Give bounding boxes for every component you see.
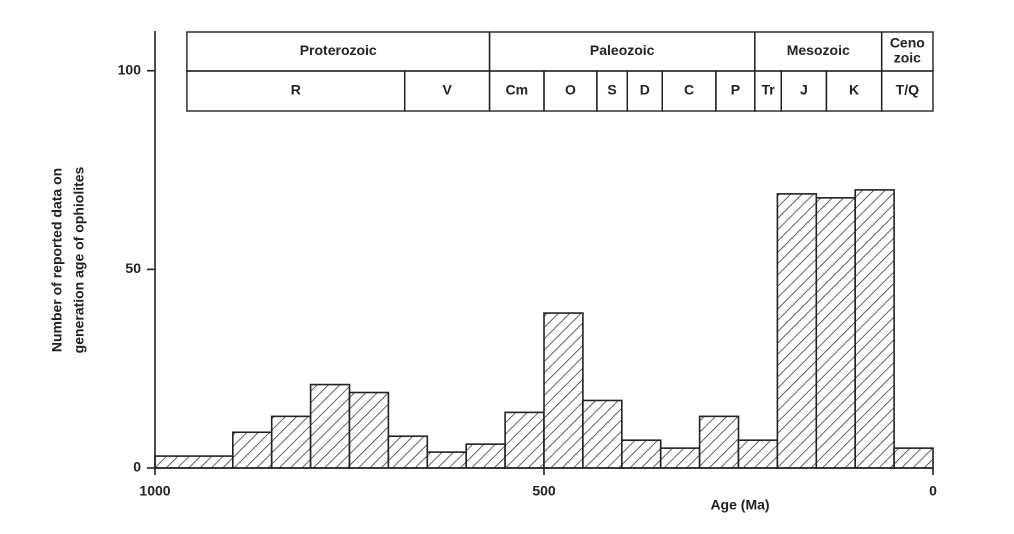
x-tick-label: 500 xyxy=(532,483,556,499)
era-label: Ceno xyxy=(890,35,925,51)
period-label: S xyxy=(607,82,616,98)
y-axis-label: generation age of ophiolites xyxy=(71,166,87,353)
y-axis-label: Number of reported data on xyxy=(49,168,65,352)
bar xyxy=(543,312,584,469)
era-label: Paleozoic xyxy=(590,42,655,58)
bar xyxy=(582,399,623,469)
period-label: D xyxy=(640,82,650,98)
period-label: C xyxy=(684,82,694,98)
period-label: J xyxy=(800,82,808,98)
bar xyxy=(426,451,467,469)
period-cell xyxy=(880,70,934,112)
bar xyxy=(309,383,351,469)
bar xyxy=(659,447,701,469)
bar xyxy=(154,455,234,469)
era-label: Proterozoic xyxy=(300,42,377,58)
period-label: P xyxy=(731,82,740,98)
bar xyxy=(387,435,429,469)
x-tick-label: 0 xyxy=(929,483,937,499)
bar xyxy=(465,443,506,469)
bar xyxy=(776,193,818,469)
period-label: Cm xyxy=(505,82,528,98)
era-label: zoic xyxy=(894,50,921,66)
bar xyxy=(620,439,662,469)
bar xyxy=(504,411,545,469)
period-label: R xyxy=(291,82,301,98)
era-label: Mesozoic xyxy=(787,42,850,58)
period-label: T/Q xyxy=(896,82,919,98)
period-label: Tr xyxy=(761,82,775,98)
bar xyxy=(232,431,273,469)
bar xyxy=(698,415,740,469)
period-label: V xyxy=(442,82,452,98)
y-tick-label: 0 xyxy=(133,459,141,475)
period-label: O xyxy=(565,82,576,98)
bar xyxy=(893,447,934,469)
period-label: K xyxy=(849,82,859,98)
y-tick-label: 100 xyxy=(118,61,142,77)
bar xyxy=(737,439,779,469)
bar xyxy=(854,189,895,469)
bar xyxy=(348,391,390,469)
x-tick-label: 1000 xyxy=(139,483,170,499)
x-axis-label: Age (Ma) xyxy=(710,497,769,513)
bar xyxy=(270,415,312,469)
bar xyxy=(815,197,856,469)
y-tick-label: 50 xyxy=(125,260,141,276)
